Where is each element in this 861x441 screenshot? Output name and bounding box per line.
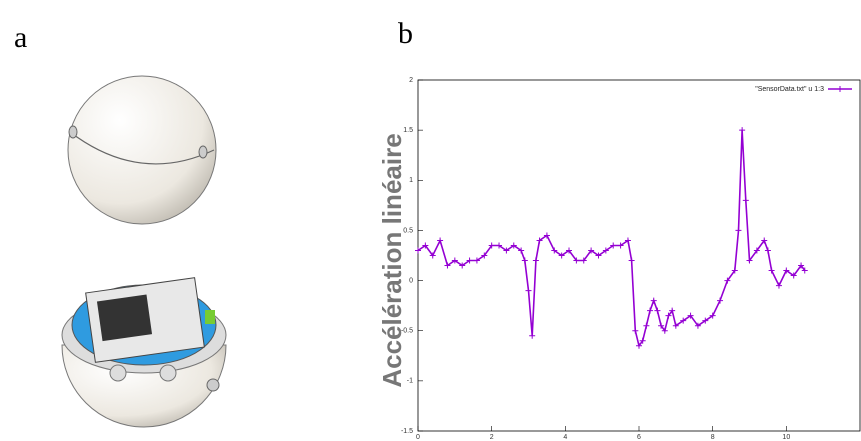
data-point: [694, 322, 701, 329]
data-point: [661, 327, 668, 334]
data-point: [617, 242, 624, 249]
data-point: [415, 247, 421, 254]
data-line: [417, 130, 806, 348]
data-point: [669, 307, 676, 314]
data-point: [624, 237, 631, 244]
data-point: [636, 342, 642, 349]
data-point: [753, 247, 760, 254]
data-point: [687, 312, 694, 319]
data-point: [466, 257, 473, 264]
data-point: [543, 232, 550, 239]
legend-label: "SensorData.txt" u 1:3: [755, 86, 824, 93]
x-tick-label: 8: [711, 434, 715, 441]
y-tick-label: 0.5: [403, 227, 413, 234]
y-tick-label: -1.5: [401, 428, 413, 435]
data-point: [731, 267, 738, 274]
data-point: [672, 322, 679, 329]
data-point: [473, 257, 480, 264]
y-tick-label: -0.5: [401, 328, 413, 335]
data-point: [801, 267, 808, 274]
y-tick-label: 0: [409, 277, 413, 284]
data-point: [717, 297, 724, 304]
data-point: [510, 242, 517, 249]
data-point: [536, 237, 543, 244]
data-point: [422, 242, 429, 249]
data-point: [783, 267, 790, 274]
data-point: [647, 307, 654, 314]
data-point: [680, 317, 687, 324]
y-axis-label: Accélération linéaire: [377, 133, 407, 387]
data-point: [481, 252, 488, 259]
data-point: [735, 227, 742, 234]
data-point: [525, 287, 532, 294]
data-point: [551, 247, 558, 254]
data-point: [429, 252, 436, 259]
x-tick-label: 4: [563, 434, 567, 441]
data-point: [628, 257, 635, 264]
legend-marker: [837, 86, 843, 92]
data-point: [639, 337, 646, 344]
data-point: [650, 297, 657, 304]
open-sphere-illustration: [61, 277, 227, 428]
data-point: [632, 327, 639, 334]
data-point: [798, 262, 805, 269]
data-point: [702, 317, 709, 324]
data-point: [610, 242, 617, 249]
sphere-illustration: [67, 75, 217, 225]
x-tick-label: 2: [490, 434, 494, 441]
data-point: [746, 257, 753, 264]
panel-label: b: [398, 17, 413, 50]
data-point: [488, 242, 495, 249]
data-point: [709, 312, 716, 319]
data-point: [521, 257, 528, 264]
y-tick-label: -1: [407, 378, 413, 385]
data-point: [658, 322, 665, 329]
data-point: [558, 252, 565, 259]
data-point: [595, 252, 602, 259]
data-point: [790, 272, 797, 279]
y-tick-label: 1.5: [403, 127, 413, 134]
data-point: [588, 247, 595, 254]
data-point: [444, 262, 451, 269]
data-point: [529, 332, 536, 339]
data-point: [761, 237, 768, 244]
data-point: [566, 247, 573, 254]
data-point: [775, 282, 782, 289]
data-point: [518, 247, 525, 254]
x-tick-label: 0: [416, 434, 420, 441]
x-tick-label: 6: [637, 434, 641, 441]
data-point: [724, 277, 731, 284]
data-point: [437, 237, 444, 244]
data-point: [654, 307, 661, 314]
data-point: [742, 197, 749, 204]
data-point: [764, 247, 771, 254]
data-point: [532, 257, 539, 264]
data-point: [573, 257, 580, 264]
x-tick-label: 10: [782, 434, 790, 441]
y-tick-label: 2: [409, 77, 413, 84]
panel-label: a: [14, 21, 27, 54]
data-point: [739, 127, 746, 134]
data-point: [580, 257, 587, 264]
data-point: [768, 267, 775, 274]
data-point: [643, 322, 650, 329]
data-point: [665, 312, 672, 319]
data-point: [459, 262, 466, 269]
y-tick-label: 1: [409, 177, 413, 184]
data-point: [496, 242, 503, 249]
data-point: [503, 247, 510, 254]
data-point: [451, 257, 458, 264]
data-point: [602, 247, 609, 254]
